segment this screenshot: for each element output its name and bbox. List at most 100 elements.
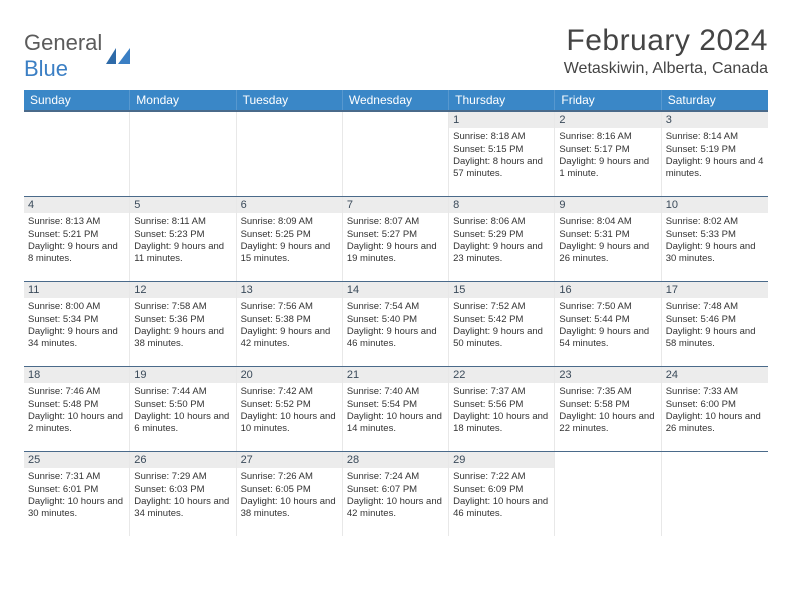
day-number: 27 — [237, 452, 342, 468]
sunset-line: Sunset: 5:21 PM — [28, 229, 125, 241]
sunrise-line: Sunrise: 7:26 AM — [241, 471, 338, 483]
sunrise-line: Sunrise: 7:50 AM — [559, 301, 656, 313]
day-body: Sunrise: 7:37 AMSunset: 5:56 PMDaylight:… — [449, 383, 554, 438]
day-cell: 2Sunrise: 8:16 AMSunset: 5:17 PMDaylight… — [555, 112, 661, 196]
day-body: Sunrise: 8:18 AMSunset: 5:15 PMDaylight:… — [449, 128, 554, 183]
day-number: 1 — [449, 112, 554, 128]
day-cell: 7Sunrise: 8:07 AMSunset: 5:27 PMDaylight… — [343, 197, 449, 281]
daylight-line: Daylight: 10 hours and 22 minutes. — [559, 411, 656, 436]
empty-cell — [555, 452, 661, 536]
day-cell: 13Sunrise: 7:56 AMSunset: 5:38 PMDayligh… — [237, 282, 343, 366]
sunrise-line: Sunrise: 7:46 AM — [28, 386, 125, 398]
day-body: Sunrise: 8:06 AMSunset: 5:29 PMDaylight:… — [449, 213, 554, 268]
calendar: SundayMondayTuesdayWednesdayThursdayFrid… — [24, 90, 768, 536]
sunset-line: Sunset: 5:15 PM — [453, 144, 550, 156]
sunset-line: Sunset: 5:19 PM — [666, 144, 764, 156]
weekday-header: Thursday — [449, 90, 555, 110]
logo: General Blue — [24, 30, 132, 82]
day-number: 5 — [130, 197, 235, 213]
day-cell: 14Sunrise: 7:54 AMSunset: 5:40 PMDayligh… — [343, 282, 449, 366]
calendar-body: 1Sunrise: 8:18 AMSunset: 5:15 PMDaylight… — [24, 110, 768, 536]
day-body: Sunrise: 8:07 AMSunset: 5:27 PMDaylight:… — [343, 213, 448, 268]
daylight-line: Daylight: 10 hours and 14 minutes. — [347, 411, 444, 436]
day-cell: 4Sunrise: 8:13 AMSunset: 5:21 PMDaylight… — [24, 197, 130, 281]
day-number: 24 — [662, 367, 768, 383]
day-number: 16 — [555, 282, 660, 298]
title-block: February 2024 Wetaskiwin, Alberta, Canad… — [564, 24, 768, 78]
daylight-line: Daylight: 10 hours and 10 minutes. — [241, 411, 338, 436]
day-cell: 1Sunrise: 8:18 AMSunset: 5:15 PMDaylight… — [449, 112, 555, 196]
daylight-line: Daylight: 9 hours and 34 minutes. — [28, 326, 125, 351]
sunrise-line: Sunrise: 7:42 AM — [241, 386, 338, 398]
sunrise-line: Sunrise: 7:35 AM — [559, 386, 656, 398]
logo-sail-icon — [106, 46, 132, 66]
week-row: 25Sunrise: 7:31 AMSunset: 6:01 PMDayligh… — [24, 451, 768, 536]
day-number: 25 — [24, 452, 129, 468]
day-body: Sunrise: 7:46 AMSunset: 5:48 PMDaylight:… — [24, 383, 129, 438]
daylight-line: Daylight: 9 hours and 54 minutes. — [559, 326, 656, 351]
weekday-header: Monday — [130, 90, 236, 110]
sunset-line: Sunset: 5:44 PM — [559, 314, 656, 326]
day-number: 12 — [130, 282, 235, 298]
day-number: 8 — [449, 197, 554, 213]
sunset-line: Sunset: 5:31 PM — [559, 229, 656, 241]
day-body: Sunrise: 8:13 AMSunset: 5:21 PMDaylight:… — [24, 213, 129, 268]
day-number: 17 — [662, 282, 768, 298]
weekday-header: Wednesday — [343, 90, 449, 110]
sunrise-line: Sunrise: 7:33 AM — [666, 386, 764, 398]
day-body: Sunrise: 7:56 AMSunset: 5:38 PMDaylight:… — [237, 298, 342, 353]
sunset-line: Sunset: 5:25 PM — [241, 229, 338, 241]
location: Wetaskiwin, Alberta, Canada — [564, 60, 768, 78]
day-body: Sunrise: 8:00 AMSunset: 5:34 PMDaylight:… — [24, 298, 129, 353]
day-cell: 11Sunrise: 8:00 AMSunset: 5:34 PMDayligh… — [24, 282, 130, 366]
sunset-line: Sunset: 5:40 PM — [347, 314, 444, 326]
day-body: Sunrise: 7:22 AMSunset: 6:09 PMDaylight:… — [449, 468, 554, 523]
weekday-header-row: SundayMondayTuesdayWednesdayThursdayFrid… — [24, 90, 768, 110]
sunrise-line: Sunrise: 7:54 AM — [347, 301, 444, 313]
daylight-line: Daylight: 9 hours and 4 minutes. — [666, 156, 764, 181]
daylight-line: Daylight: 8 hours and 57 minutes. — [453, 156, 550, 181]
day-number: 18 — [24, 367, 129, 383]
sunrise-line: Sunrise: 7:58 AM — [134, 301, 231, 313]
day-cell: 15Sunrise: 7:52 AMSunset: 5:42 PMDayligh… — [449, 282, 555, 366]
daylight-line: Daylight: 10 hours and 26 minutes. — [666, 411, 764, 436]
sunrise-line: Sunrise: 8:14 AM — [666, 131, 764, 143]
sunset-line: Sunset: 5:33 PM — [666, 229, 764, 241]
sunrise-line: Sunrise: 8:16 AM — [559, 131, 656, 143]
day-number: 28 — [343, 452, 448, 468]
day-body: Sunrise: 7:54 AMSunset: 5:40 PMDaylight:… — [343, 298, 448, 353]
empty-cell — [24, 112, 130, 196]
header: General Blue February 2024 Wetaskiwin, A… — [24, 24, 768, 82]
sunset-line: Sunset: 5:54 PM — [347, 399, 444, 411]
daylight-line: Daylight: 9 hours and 46 minutes. — [347, 326, 444, 351]
daylight-line: Daylight: 9 hours and 42 minutes. — [241, 326, 338, 351]
day-cell: 5Sunrise: 8:11 AMSunset: 5:23 PMDaylight… — [130, 197, 236, 281]
sunset-line: Sunset: 5:29 PM — [453, 229, 550, 241]
sunset-line: Sunset: 6:00 PM — [666, 399, 764, 411]
day-body: Sunrise: 7:35 AMSunset: 5:58 PMDaylight:… — [555, 383, 660, 438]
daylight-line: Daylight: 9 hours and 30 minutes. — [666, 241, 764, 266]
day-cell: 6Sunrise: 8:09 AMSunset: 5:25 PMDaylight… — [237, 197, 343, 281]
sunset-line: Sunset: 6:07 PM — [347, 484, 444, 496]
logo-word-2: Blue — [24, 56, 68, 81]
empty-cell — [237, 112, 343, 196]
sunrise-line: Sunrise: 7:48 AM — [666, 301, 764, 313]
daylight-line: Daylight: 9 hours and 11 minutes. — [134, 241, 231, 266]
day-number: 22 — [449, 367, 554, 383]
daylight-line: Daylight: 10 hours and 34 minutes. — [134, 496, 231, 521]
day-cell: 27Sunrise: 7:26 AMSunset: 6:05 PMDayligh… — [237, 452, 343, 536]
sunrise-line: Sunrise: 7:37 AM — [453, 386, 550, 398]
day-cell: 10Sunrise: 8:02 AMSunset: 5:33 PMDayligh… — [662, 197, 768, 281]
day-cell: 29Sunrise: 7:22 AMSunset: 6:09 PMDayligh… — [449, 452, 555, 536]
day-cell: 19Sunrise: 7:44 AMSunset: 5:50 PMDayligh… — [130, 367, 236, 451]
weekday-header: Saturday — [662, 90, 768, 110]
day-number: 10 — [662, 197, 768, 213]
sunrise-line: Sunrise: 8:11 AM — [134, 216, 231, 228]
day-cell: 18Sunrise: 7:46 AMSunset: 5:48 PMDayligh… — [24, 367, 130, 451]
daylight-line: Daylight: 9 hours and 1 minute. — [559, 156, 656, 181]
day-number: 11 — [24, 282, 129, 298]
day-body: Sunrise: 8:04 AMSunset: 5:31 PMDaylight:… — [555, 213, 660, 268]
day-body: Sunrise: 7:58 AMSunset: 5:36 PMDaylight:… — [130, 298, 235, 353]
sunset-line: Sunset: 5:50 PM — [134, 399, 231, 411]
week-row: 4Sunrise: 8:13 AMSunset: 5:21 PMDaylight… — [24, 196, 768, 281]
